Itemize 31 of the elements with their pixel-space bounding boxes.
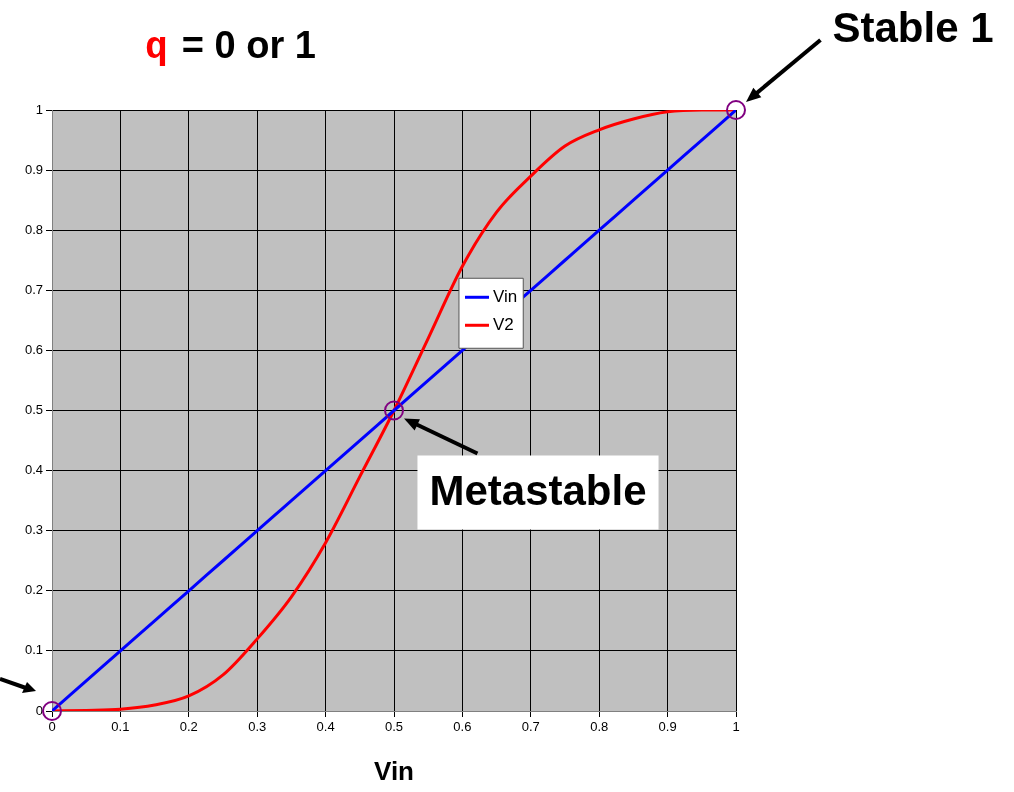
x-tick-label: 0.5: [384, 719, 404, 735]
point: [42, 701, 62, 721]
y-tick-label: 0.6: [24, 341, 43, 357]
x-tick-label: 0.3: [248, 719, 267, 735]
x-tick-label: 0.8: [590, 719, 609, 735]
x-tick-label: 0: [48, 719, 56, 735]
x-tick-label: 1: [732, 719, 740, 735]
point: [384, 400, 404, 421]
point: [726, 100, 746, 120]
x-tick-label: 0.1: [111, 719, 130, 735]
x-tick-label: 0.4: [316, 719, 335, 735]
y-tick-label: 0.3: [24, 522, 43, 538]
y-tick-label: 0.5: [24, 402, 43, 418]
y-tick-label: 0.7: [24, 281, 43, 297]
annotation: Stable 1: [832, 3, 994, 51]
y-tick-label: 0.9: [24, 161, 43, 177]
x-tick-label: 0.2: [179, 719, 198, 735]
y-tick-label: 0.2: [24, 582, 43, 598]
y-tick-label: 0.4: [24, 462, 43, 478]
x-tick-label: 0.6: [453, 719, 472, 735]
y-tick-label: 0: [35, 702, 43, 718]
chart-title: q = 0 or 1: [145, 24, 316, 69]
x-axis-title: Vin: [374, 755, 414, 786]
y-tick-label: 0.1: [24, 642, 43, 658]
y-tick-label: 0.8: [24, 221, 43, 237]
annotation: Metastable: [429, 467, 647, 515]
y-tick-label: 1: [35, 101, 43, 117]
legend-label: V2: [492, 314, 514, 334]
x-tick-label: 0.7: [521, 719, 540, 735]
legend-label: Vin: [492, 286, 518, 306]
x-tick-label: 0.9: [658, 719, 677, 735]
